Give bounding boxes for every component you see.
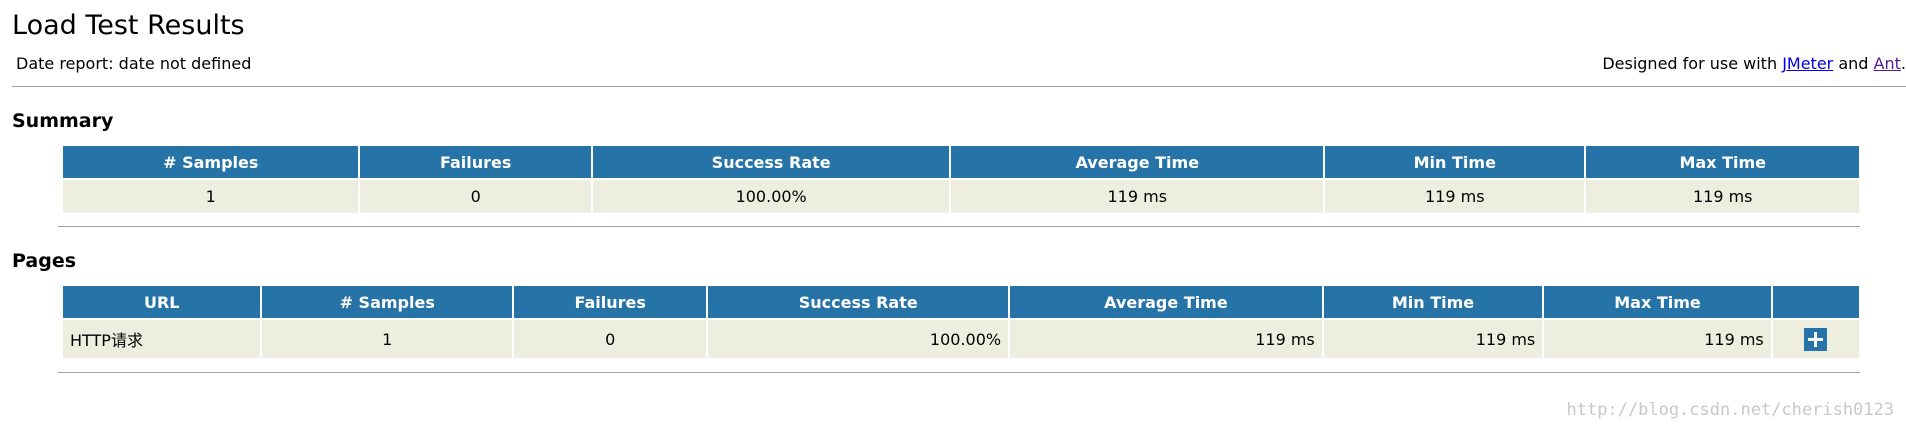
table-row: HTTP请求 1 0 100.00% 119 ms 119 ms 119 ms	[63, 320, 1859, 358]
table-cell: 119 ms	[951, 180, 1324, 213]
divider	[12, 86, 1906, 87]
table-row: 1 0 100.00% 119 ms 119 ms 119 ms	[63, 180, 1859, 213]
column-header: Min Time	[1323, 286, 1543, 318]
column-header: URL	[63, 286, 261, 318]
page-title: Load Test Results	[12, 10, 245, 41]
table-cell: 1	[63, 180, 359, 213]
column-header: # Samples	[262, 286, 512, 318]
column-header	[1772, 286, 1859, 318]
section-title: Summary	[12, 110, 114, 132]
table-cell: 1	[262, 320, 512, 358]
table-cell: 119 ms	[1010, 320, 1322, 358]
divider	[58, 372, 1860, 373]
date-report: Date report: date not defined	[16, 54, 252, 73]
table-cell: 0	[360, 180, 591, 213]
column-header: Average Time	[951, 146, 1324, 178]
watermark: http://blog.csdn.net/cherish0123	[1566, 400, 1894, 420]
column-header: # Samples	[63, 146, 359, 178]
ant-link[interactable]: Ant	[1873, 54, 1901, 73]
table-cell: 119 ms	[1586, 180, 1859, 213]
table-cell: 119 ms	[1325, 180, 1585, 213]
section-title: Pages	[12, 250, 77, 272]
table-cell: 119 ms	[1323, 320, 1543, 358]
divider	[58, 226, 1860, 227]
table-cell: HTTP请求	[63, 320, 261, 358]
header-row: URL # Samples Failures Success Rate Average …	[63, 286, 1859, 318]
table-cell: 119 ms	[1544, 320, 1771, 358]
header-row: # Samples Failures Success Rate Average Tim…	[63, 146, 1859, 178]
text: Designed for use with	[1602, 54, 1778, 73]
designed-for: Designed for use with JMeter and Ant.	[1602, 54, 1906, 73]
column-header: Min Time	[1325, 146, 1585, 178]
column-header: Success Rate	[592, 146, 950, 178]
column-header: Failures	[360, 146, 591, 178]
text: .	[1900, 54, 1906, 73]
text: and	[1838, 54, 1869, 73]
expand-button[interactable]	[1804, 327, 1828, 351]
column-header: Max Time	[1586, 146, 1859, 178]
column-header: Average Time	[1010, 286, 1322, 318]
jmeter-link[interactable]: JMeter	[1782, 54, 1834, 73]
table-cell: 100.00%	[708, 320, 1009, 358]
column-header: Success Rate	[708, 286, 1009, 318]
table-cell: 0	[513, 320, 707, 358]
summary-table: # Samples Failures Success Rate Average Tim…	[61, 144, 1861, 215]
column-header: Failures	[513, 286, 707, 318]
table-cell: 100.00%	[592, 180, 950, 213]
table-cell	[1772, 320, 1859, 358]
pages-table: URL # Samples Failures Success Rate Average …	[61, 284, 1861, 360]
column-header: Max Time	[1544, 286, 1771, 318]
